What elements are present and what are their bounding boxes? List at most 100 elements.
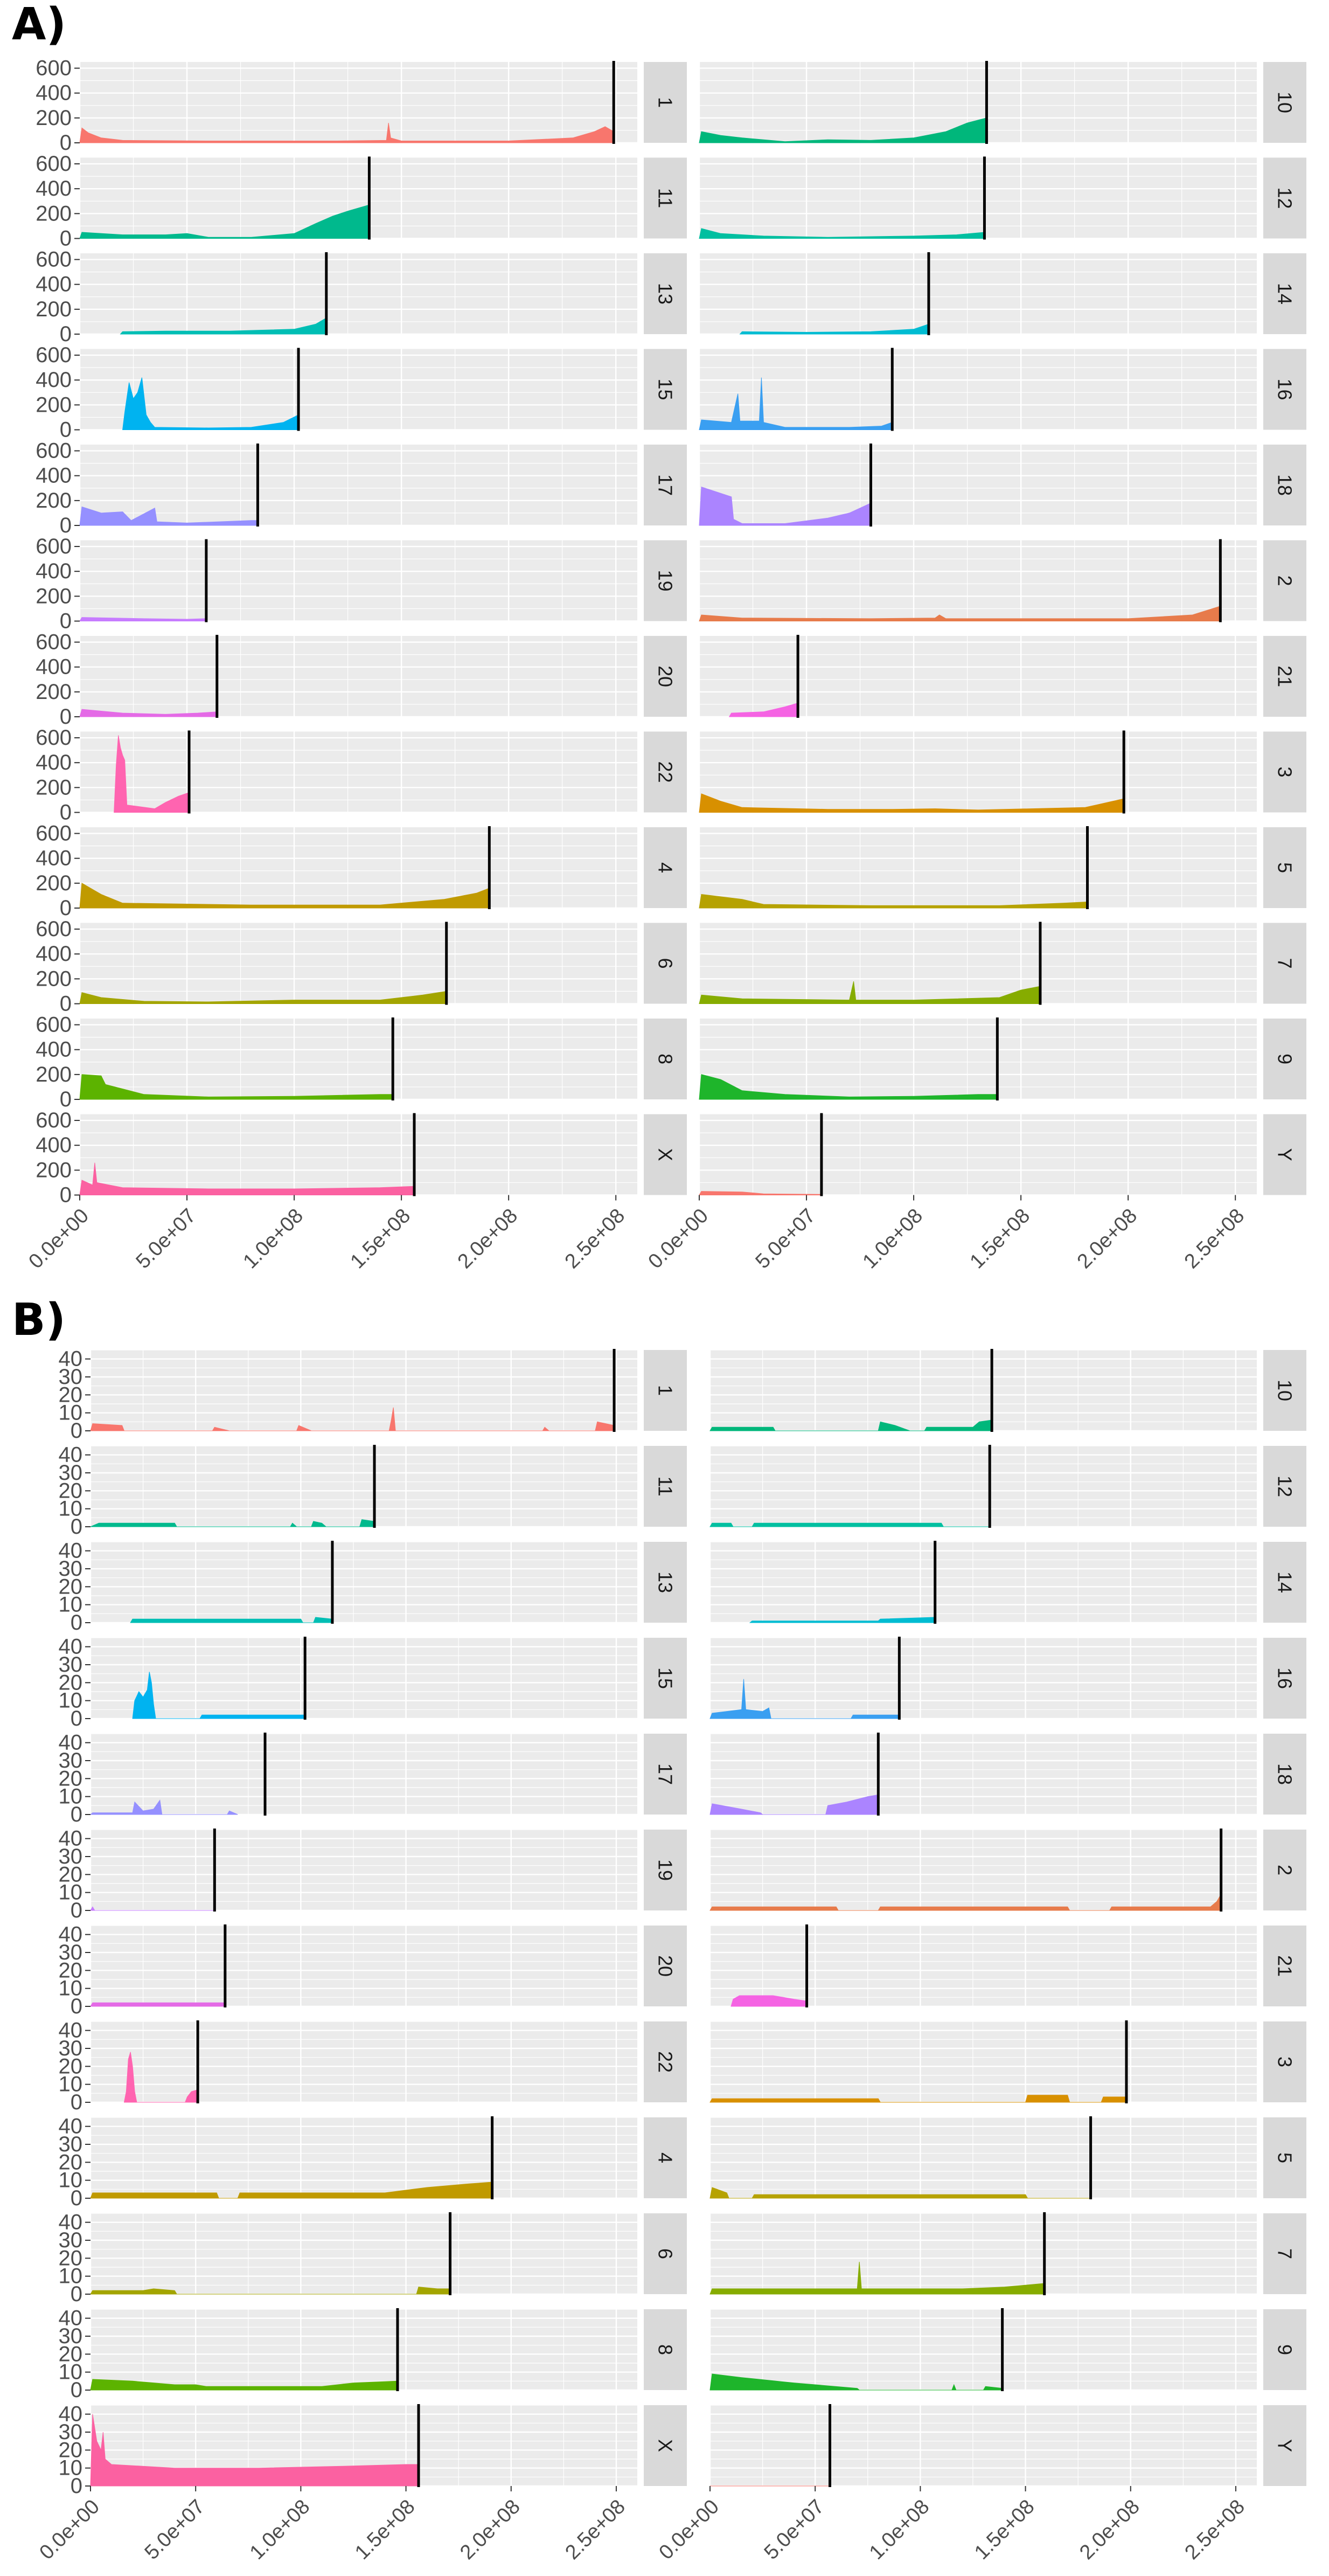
y-tick-label: 600 [36, 57, 72, 80]
facet-strip [644, 540, 687, 621]
plot-background [80, 827, 637, 908]
plot-background [699, 540, 1257, 621]
y-tick-label: 30 [59, 1749, 83, 1772]
facet-a-16: 16 [698, 348, 1306, 431]
facet-strip [1263, 2309, 1306, 2390]
facet-strip [644, 1638, 687, 1719]
facet-b-5: 5 [709, 2116, 1306, 2199]
facet-b-16: 16 [709, 1637, 1306, 1720]
plot-background [699, 636, 1257, 717]
facet-strip-label: 19 [655, 570, 677, 591]
facet-strip [1263, 157, 1306, 239]
facet-strip-label: 8 [655, 1054, 677, 1064]
plot-background [699, 445, 1257, 525]
y-tick-label: 200 [36, 297, 72, 321]
y-tick-label: 20 [59, 1958, 83, 1982]
facet-strip-label: 22 [655, 761, 677, 783]
y-tick-label: 0 [60, 896, 72, 920]
panel-b: 1010203040101101020304012130102030401415… [35, 1347, 1306, 2564]
facet-strip-label: 9 [1274, 2344, 1296, 2355]
y-tick-label: 200 [36, 106, 72, 130]
facet-strip [644, 1114, 687, 1195]
facet-strip-label: 19 [655, 1859, 677, 1881]
facet-strip [1263, 540, 1306, 621]
x-tick-label: 0.0e+00 [644, 1204, 713, 1273]
plot-background [699, 1114, 1257, 1195]
plot-background [699, 827, 1257, 908]
facet-strip-label: 7 [1274, 958, 1296, 968]
plot-background [710, 2117, 1257, 2198]
facet-strip [1263, 1350, 1306, 1431]
facet-a-10: 10 [698, 61, 1306, 144]
facet-strip [1263, 2021, 1306, 2102]
y-tick-label: 400 [36, 655, 72, 679]
facet-strip [1263, 1734, 1306, 1815]
facet-strip-label: 3 [1274, 766, 1296, 777]
coverage-area-20 [90, 2002, 226, 2007]
coverage-area-12 [709, 1522, 990, 1527]
y-tick-label: 400 [36, 273, 72, 296]
x-tick-label: 2.5e+08 [561, 2495, 630, 2564]
x-tick-label: 1.0e+08 [239, 1204, 308, 1273]
plot-background [710, 1350, 1257, 1431]
y-tick-label: 20 [59, 1575, 83, 1598]
y-tick-label: 0 [71, 1515, 82, 1539]
facet-strip [644, 923, 687, 1004]
facet-strip [644, 2021, 687, 2102]
y-tick-label: 0 [60, 131, 72, 155]
y-tick-label: 40 [59, 1635, 83, 1659]
facet-strip [644, 1734, 687, 1815]
plot-background [80, 62, 637, 143]
plot-background [710, 2021, 1257, 2102]
facet-strip-label: 6 [655, 958, 677, 968]
y-tick-label: 40 [59, 2115, 83, 2138]
y-tick-label: 0 [71, 1803, 82, 1826]
y-tick-label: 400 [36, 751, 72, 774]
facet-strip [1263, 731, 1306, 813]
y-tick-label: 600 [36, 917, 72, 941]
facet-b-2: 2 [709, 1829, 1306, 1912]
plot-background [710, 2309, 1257, 2390]
facet-b-12: 12 [709, 1445, 1306, 1528]
y-tick-label: 0 [60, 1088, 72, 1111]
y-tick-label: 200 [36, 393, 72, 417]
y-tick-label: 10 [59, 2456, 83, 2480]
y-tick-label: 0 [60, 801, 72, 825]
y-tick-label: 40 [59, 1923, 83, 1947]
facet-strip [1263, 2405, 1306, 2486]
facet-strip-label: 2 [1274, 575, 1296, 586]
facet-strip-label: X [655, 1148, 677, 1161]
facet-strip-label: 21 [1274, 666, 1296, 687]
facet-strip-label: 14 [1274, 1571, 1296, 1593]
y-tick-label: 0 [71, 2186, 82, 2210]
panel-b-label: B) [12, 1294, 66, 1346]
plot-background [91, 1734, 637, 1815]
y-tick-label: 600 [36, 822, 72, 846]
y-tick-label: 10 [59, 1977, 83, 2000]
facet-strip [644, 2117, 687, 2198]
facet-strip [644, 1019, 687, 1099]
panel-a: 1020040060010110200400600121302004006001… [24, 57, 1306, 1273]
facet-strip-label: 1 [655, 97, 677, 108]
coverage-area-9 [709, 2373, 1003, 2391]
facet-strip [1263, 445, 1306, 525]
facet-strip-label: 16 [1274, 378, 1296, 400]
x-tick-label: 0.0e+00 [35, 2495, 104, 2564]
facet-strip-label: X [655, 2439, 677, 2452]
facet-strip [644, 62, 687, 143]
y-tick-label: 200 [36, 967, 72, 991]
plot-background [91, 1830, 637, 1910]
facet-a-18: 18 [698, 444, 1306, 527]
y-tick-label: 600 [36, 535, 72, 558]
facet-strip [1263, 827, 1306, 908]
facet-strip-label: 18 [1274, 474, 1296, 496]
plot-background [710, 1926, 1257, 2006]
facet-b-21: 21 [709, 1924, 1306, 2007]
facet-strip-label: 4 [655, 862, 677, 873]
